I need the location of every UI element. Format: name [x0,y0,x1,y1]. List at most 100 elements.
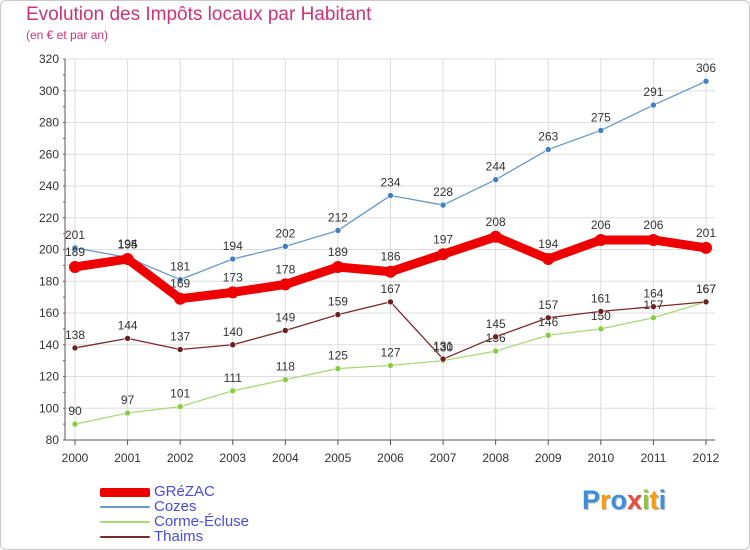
data-label-cozes: 291 [643,85,663,99]
data-label-corme-cluse: 101 [170,387,190,401]
x-tick-label: 2008 [482,451,509,465]
data-point-thaims [176,346,184,353]
y-tick-label: 100 [39,401,59,415]
data-point-corme-cluse [650,314,657,322]
legend-label: GRéZAC [154,483,215,500]
y-tick-label: 160 [39,306,59,320]
data-label-thaims: 144 [118,318,138,332]
data-label-thaims: 167 [696,282,716,296]
data-label-gr-zac: 194 [118,237,138,251]
data-point-cozes [176,276,184,283]
data-point-thaims [597,308,605,315]
data-label-cozes: 194 [223,239,243,253]
logo-letter: i [658,485,667,515]
data-point-cozes [334,227,342,234]
data-point-corme-cluse [492,347,499,355]
data-label-gr-zac: 201 [696,226,716,240]
data-label-corme-cluse: 127 [380,345,400,359]
y-tick-label: 220 [39,211,59,225]
data-label-gr-zac: 206 [643,218,663,232]
data-point-corme-cluse [334,365,342,372]
data-label-gr-zac: 197 [433,232,453,246]
data-label-gr-zac: 169 [170,277,190,291]
data-label-cozes: 234 [380,176,400,190]
data-point-corme-cluse [282,376,289,383]
data-label-thaims: 167 [380,282,400,296]
y-tick-label: 320 [39,52,59,66]
data-point-gr-zac [384,265,397,278]
data-point-thaims [439,355,447,363]
data-point-corme-cluse [71,420,79,428]
x-tick-label: 2010 [587,451,614,465]
x-tick-label: 2001 [114,451,141,465]
data-label-cozes: 212 [328,210,348,224]
data-label-thaims: 161 [591,291,611,305]
proxiti-logo: Proxiti [582,485,666,516]
data-label-corme-cluse: 125 [328,349,348,363]
data-label-corme-cluse: 90 [68,404,82,418]
legend-label: Corme-Écluse [154,513,250,530]
data-point-gr-zac [700,241,712,254]
data-point-corme-cluse [176,403,184,410]
x-tick-label: 2011 [641,451,667,465]
data-label-gr-zac: 189 [65,245,85,259]
legend-label: Cozes [154,498,197,515]
data-label-corme-cluse: 167 [696,282,716,296]
data-point-cozes [387,192,394,199]
legend-swatch [100,536,150,538]
x-tick-label: 2006 [377,451,404,465]
y-tick-label: 140 [39,338,59,352]
y-tick-label: 200 [39,243,59,257]
data-point-gr-zac [542,253,555,266]
chart-title: Evolution des Impôts locaux par Habitant [26,4,372,25]
data-point-gr-zac [279,278,292,291]
y-tick-label: 120 [39,370,59,384]
data-point-thaims [387,298,394,306]
data-point-corme-cluse [387,362,394,369]
data-point-thaims [334,311,342,318]
data-label-gr-zac: 189 [328,245,348,259]
data-point-gr-zac [174,292,187,305]
legend-swatch [100,506,150,508]
x-tick-label: 2000 [62,451,89,465]
data-label-thaims: 131 [433,339,453,353]
logo-letter: P [582,485,601,515]
data-point-cozes [229,255,237,263]
legend-swatch [100,487,150,497]
data-point-cozes [439,201,447,209]
data-label-thaims: 137 [170,330,190,344]
data-point-corme-cluse [544,331,552,339]
data-label-gr-zac: 206 [591,218,611,232]
chart-subtitle: (en € et par an) [26,28,109,42]
data-label-thaims: 149 [275,310,295,324]
data-point-thaims [702,298,710,306]
data-label-thaims: 140 [223,325,243,339]
data-point-thaims [492,333,499,341]
x-tick-label: 2004 [272,451,299,465]
data-point-gr-zac [226,286,239,299]
x-tick-label: 2005 [325,451,352,465]
x-tick-label: 2009 [535,451,562,465]
data-label-thaims: 138 [65,328,85,342]
logo-letter: r [600,485,611,515]
data-label-cozes: 181 [170,260,190,274]
data-point-thaims [544,314,552,322]
data-label-cozes: 275 [591,110,611,124]
x-tick-label: 2003 [219,451,246,465]
data-point-corme-cluse [229,387,237,395]
data-point-gr-zac [647,233,660,246]
data-point-thaims [229,341,237,349]
data-point-cozes [702,77,710,85]
data-point-cozes [544,146,552,153]
data-label-cozes: 201 [65,228,85,242]
data-label-thaims: 157 [538,298,558,312]
logo-letter: x [627,485,643,515]
data-label-gr-zac: 173 [223,270,243,284]
data-point-cozes [650,101,657,109]
x-tick-label: 2012 [693,451,720,465]
data-point-gr-zac [69,260,81,273]
data-label-cozes: 195 [118,237,138,251]
data-point-cozes [282,243,289,250]
data-point-corme-cluse [597,325,605,333]
data-label-corme-cluse: 118 [276,360,295,374]
